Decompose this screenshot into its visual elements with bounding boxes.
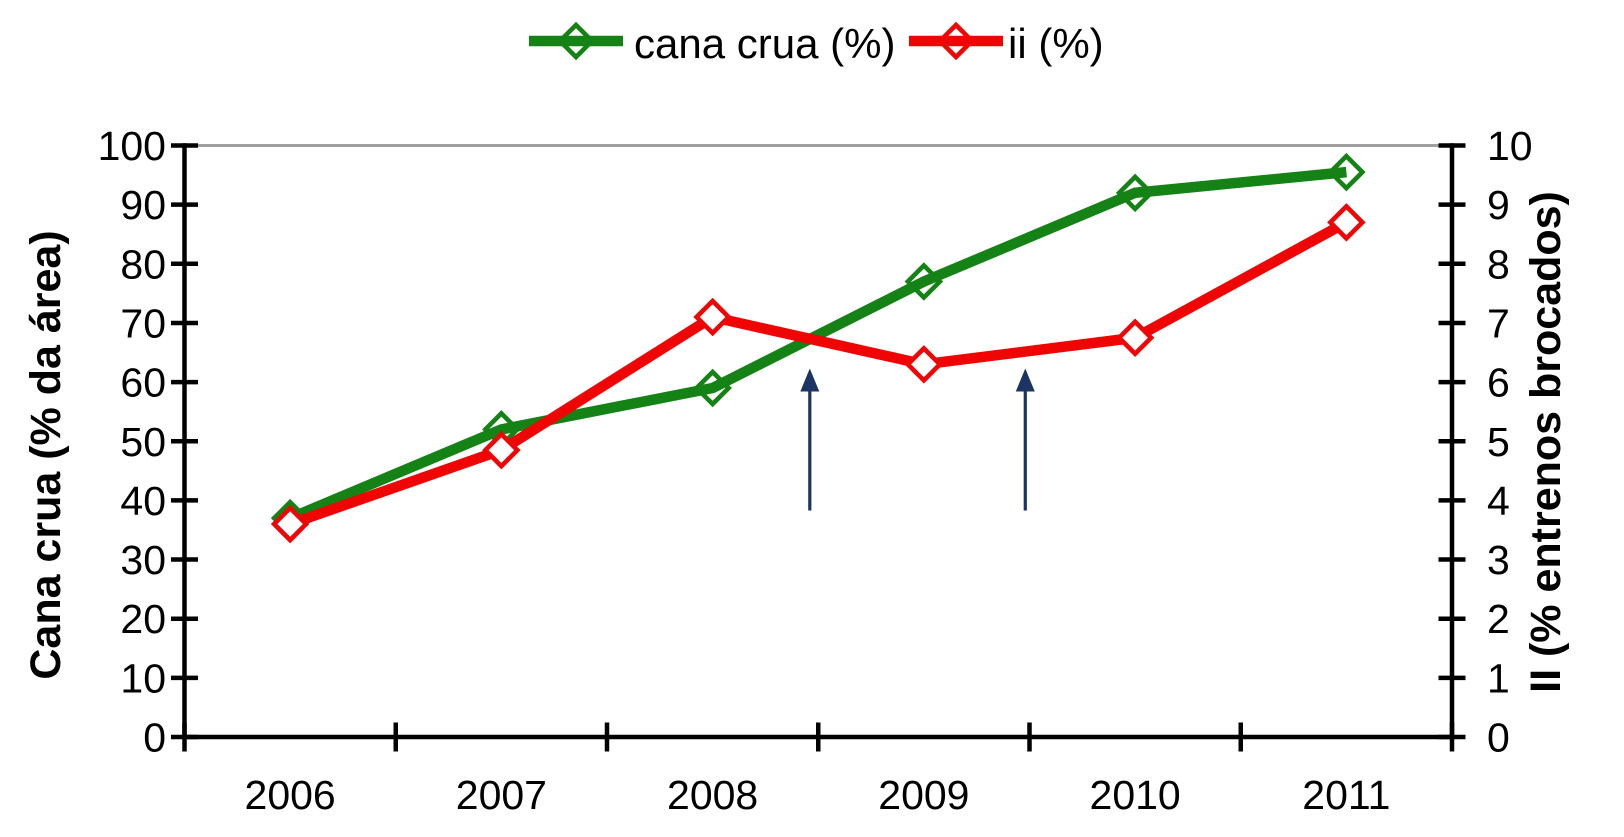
annotation-arrow-head <box>800 368 820 392</box>
left-axis-tick-label: 50 <box>120 419 166 465</box>
left-axis-tick-label: 80 <box>120 241 166 287</box>
right-axis-tick-label: 6 <box>1487 360 1510 406</box>
series <box>270 152 1366 544</box>
series-ii-marker <box>1115 318 1155 357</box>
left-axis-tick-label: 70 <box>120 300 166 346</box>
left-axis-tick-label: 0 <box>143 715 166 761</box>
x-axis-tick-label: 2008 <box>667 772 758 818</box>
left-axis-title: Cana crua (% da área) <box>22 230 70 679</box>
right-axis-tick-label: 8 <box>1487 241 1510 287</box>
right-axis-tick-label: 2 <box>1487 596 1510 642</box>
left-axis-tick-label: 40 <box>120 478 166 524</box>
x-axis-tick-label: 2011 <box>1302 772 1390 818</box>
right-axis-tick-label: 7 <box>1487 300 1510 346</box>
series-ii-marker <box>270 504 310 544</box>
series-cana-crua-line <box>288 166 1347 523</box>
legend-label-cana-crua: cana crua (%) <box>634 20 895 67</box>
annotation-arrow-head <box>1015 368 1035 392</box>
left-axis-tick-label: 20 <box>120 596 166 642</box>
left-axis-tick-label: 100 <box>98 123 166 169</box>
legend-label-ii: ii (%) <box>1008 20 1104 67</box>
series-ii-line <box>288 217 1349 530</box>
series-ii-marker <box>482 430 521 470</box>
legend: cana crua (%) ii (%) <box>529 20 1104 67</box>
right-axis-tick-label: 9 <box>1487 182 1510 228</box>
left-axis-tick-label: 10 <box>120 655 166 701</box>
right-axis-tick-label: 4 <box>1487 478 1510 524</box>
left-axis-tick-label: 30 <box>120 537 166 583</box>
right-axis-title: II (% entrenos brocados) <box>1522 191 1570 693</box>
right-axis-tick-label: 10 <box>1487 123 1533 169</box>
left-axis-tick-label: 90 <box>120 182 166 228</box>
annotation-arrow <box>800 368 820 511</box>
right-axis-tick-label: 5 <box>1487 419 1510 465</box>
x-axis-tick-label: 2006 <box>245 772 336 818</box>
x-axis-tick-label: 2010 <box>1090 772 1181 818</box>
left-axis-tick-label: 60 <box>120 360 166 406</box>
annotation-arrow <box>1015 368 1035 511</box>
right-axis-tick-label: 0 <box>1487 715 1510 761</box>
x-axis-tick-label: 2009 <box>878 772 969 818</box>
series-cana-crua-marker <box>1327 152 1366 192</box>
x-axis-tick-label: 2007 <box>456 772 547 818</box>
series-ii-marker <box>1327 203 1366 242</box>
right-axis-tick-label: 1 <box>1487 655 1510 701</box>
axes: 0 10 20 30 40 50 60 70 80 90 100 0 1 2 3 4 5 6 7 8 9 10 2006 20… <box>98 123 1533 818</box>
series-ii-marker <box>693 297 732 337</box>
series-ii-marker <box>904 345 944 384</box>
right-axis-tick-label: 3 <box>1487 537 1510 583</box>
